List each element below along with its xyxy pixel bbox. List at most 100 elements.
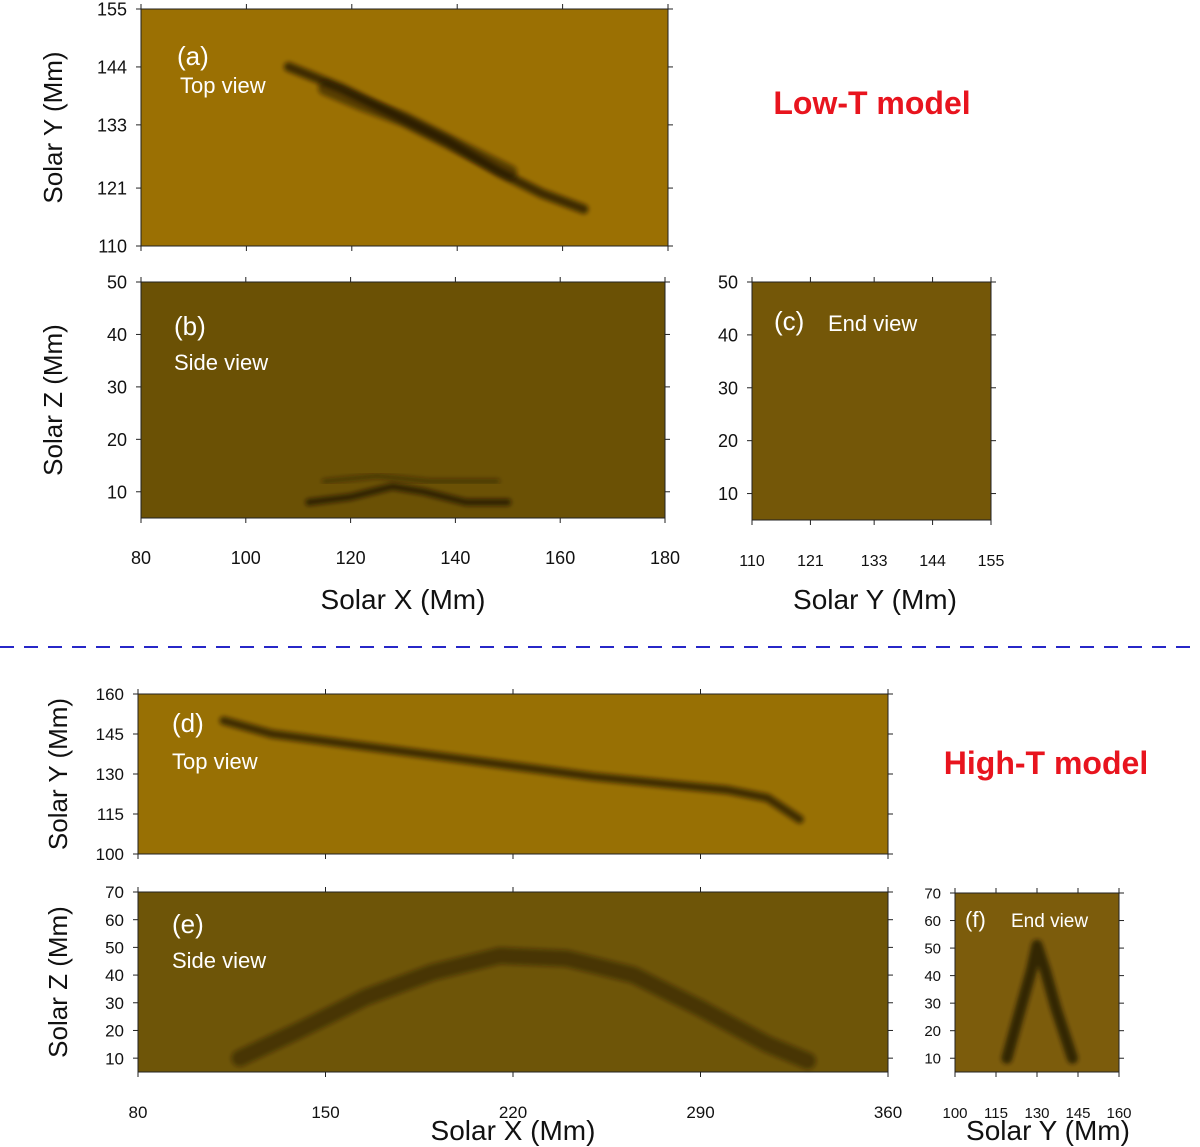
panel-d-y-tick-label: 130 xyxy=(96,765,124,784)
panel-e-x-tick-label: 80 xyxy=(129,1103,148,1122)
panel-f-x-tick-label: 115 xyxy=(984,1105,1008,1122)
panel-b-y-tick-label: 10 xyxy=(107,482,127,502)
panel-b-feature-1 xyxy=(321,473,500,484)
panel-c-frame xyxy=(751,281,992,521)
panel-d-y-tick-label: 145 xyxy=(96,725,124,744)
panel-e-y-axis: 10 20 30 40 50 60 70 xyxy=(105,883,893,1068)
panel-b: 80 100 120 140 160 180 10 20 30 40 50 (b) Side vi… xyxy=(38,272,680,615)
panel-c-plot-area xyxy=(752,282,991,520)
panel-c-x-tick-label: 144 xyxy=(919,553,946,570)
panel-e-y-tick-label: 10 xyxy=(105,1049,124,1068)
panel-f-x-tick-label: 160 xyxy=(1106,1105,1131,1122)
panel-e-x-tick-label: 220 xyxy=(499,1103,527,1122)
panel-a-feature-1 xyxy=(318,80,518,180)
panel-f-y-tick-label: 70 xyxy=(924,885,941,902)
panel-a-x-axis xyxy=(140,4,669,251)
panel-f-x-tick-label: 100 xyxy=(942,1105,967,1122)
panel-b-x-tick-label: 100 xyxy=(231,548,261,568)
panel-c-y-axis: 10 20 30 40 50 xyxy=(718,272,996,504)
model-label-low-t: Low-T model xyxy=(773,85,970,121)
panel-c-view-label: End view xyxy=(828,311,917,336)
panel-c-y-tick-label: 10 xyxy=(718,484,738,504)
panel-a-y-axis-title: Solar Y (Mm) xyxy=(38,51,68,203)
panel-f-x-axis: 100 115 130 145 160 xyxy=(942,888,1132,1122)
panel-f-x-axis-title: Solar Y (Mm) xyxy=(966,1115,1130,1146)
panel-f-y-tick-label: 30 xyxy=(924,996,941,1013)
panel-e-y-tick-label: 30 xyxy=(105,994,124,1013)
panel-e-feature-0 xyxy=(231,947,816,1070)
panel-f-y-tick-label: 60 xyxy=(924,913,941,930)
panel-a-y-tick-label: 155 xyxy=(97,0,127,19)
panel-f-y-tick-label: 50 xyxy=(924,940,941,957)
panel-b-y-tick-label: 40 xyxy=(107,325,127,345)
panel-b-view-label: Side view xyxy=(174,350,268,375)
panel-e-x-axis-title: Solar X (Mm) xyxy=(431,1115,596,1146)
panel-e-x-tick-label: 150 xyxy=(311,1103,339,1122)
panel-c-y-tick-label: 20 xyxy=(718,431,738,451)
panel-d-y-tick-label: 160 xyxy=(96,685,124,704)
panel-d-y-tick-label: 115 xyxy=(97,805,124,824)
panel-f-feature-0 xyxy=(1001,939,1078,1064)
panel-b-x-tick-label: 180 xyxy=(650,548,680,568)
panel-b-x-tick-label: 120 xyxy=(336,548,366,568)
panel-d-plot-area xyxy=(138,694,888,854)
panel-e-y-tick-label: 50 xyxy=(105,939,124,958)
panel-c-y-tick-label: 30 xyxy=(718,378,738,398)
panel-e-x-axis: 80 150 220 290 360 xyxy=(129,887,902,1122)
panel-b-y-tick-label: 50 xyxy=(107,272,127,292)
panel-f-y-axis: 10 20 30 40 50 60 70 xyxy=(924,885,1124,1068)
panel-b-label: (b) xyxy=(174,311,206,341)
panel-c-x-axis: 110 121 133 144 155 xyxy=(739,277,1004,570)
model-label-high-t: High-T model xyxy=(944,745,1148,781)
panel-a-y-tick-label: 110 xyxy=(98,236,127,256)
panel-d-y-axis-title: Solar Y (Mm) xyxy=(43,698,73,850)
panel-e-x-tick-label: 290 xyxy=(686,1103,714,1122)
panel-c-label: (c) xyxy=(774,306,804,336)
panel-e-view-label: Side view xyxy=(172,948,266,973)
panel-d: 100 115 130 145 160 (d) Top view Solar Y (Mm… xyxy=(43,685,893,864)
panel-b-y-axis: 10 20 30 40 50 xyxy=(107,272,670,502)
panel-e-y-tick-label: 60 xyxy=(105,911,124,930)
panel-a: 110 121 133 144 155 (a) Top view Solar Y (Mm… xyxy=(38,0,673,256)
panel-b-x-tick-label: 140 xyxy=(440,548,470,568)
panel-b-y-tick-label: 30 xyxy=(107,377,127,397)
panel-b-frame xyxy=(140,281,666,519)
panel-e-x-tick-label: 360 xyxy=(874,1103,902,1122)
panel-e-y-tick-label: 40 xyxy=(105,966,124,985)
panel-a-frame xyxy=(140,8,669,247)
panel-f: 100 115 130 145 160 10 20 30 40 50 60 70 (f) End v… xyxy=(924,885,1131,1146)
panel-e-features xyxy=(231,947,816,1070)
panel-c-x-axis-title: Solar Y (Mm) xyxy=(793,584,957,615)
panel-b-features xyxy=(305,463,512,506)
panel-b-y-axis-title: Solar Z (Mm) xyxy=(38,324,68,476)
panel-f-x-tick-label: 145 xyxy=(1065,1105,1090,1122)
panel-b-feature-0 xyxy=(305,483,512,506)
panel-d-label: (d) xyxy=(172,708,204,738)
panel-f-plot-area xyxy=(955,893,1119,1072)
panel-b-y-tick-label: 20 xyxy=(107,430,127,450)
panel-a-y-tick-label: 144 xyxy=(97,57,127,77)
panel-b-x-tick-label: 80 xyxy=(131,548,151,568)
panel-e-label: (e) xyxy=(172,909,204,939)
panel-d-y-axis: 100 115 130 145 160 xyxy=(96,685,893,864)
panel-e-y-tick-label: 70 xyxy=(105,883,124,902)
panel-a-y-tick-label: 121 xyxy=(97,179,127,199)
panel-d-feature-0 xyxy=(219,716,804,824)
panel-f-label: (f) xyxy=(965,907,986,932)
panel-c-features xyxy=(834,462,914,512)
panel-c-y-tick-label: 40 xyxy=(718,325,738,345)
panel-b-x-tick-label: 160 xyxy=(545,548,575,568)
panel-f-y-tick-label: 20 xyxy=(924,1023,941,1040)
panel-a-view-label: Top view xyxy=(180,73,266,98)
panel-b-plot-area xyxy=(141,282,665,518)
panel-c-x-tick-label: 155 xyxy=(978,553,1005,570)
panel-e: 80 150 220 290 360 10 20 30 40 50 60 70 (e) Side v… xyxy=(43,883,902,1146)
panel-e-y-axis-title: Solar Z (Mm) xyxy=(43,906,73,1058)
panel-a-features xyxy=(283,62,589,214)
panel-c-x-tick-label: 133 xyxy=(861,553,888,570)
panel-b-x-axis-title: Solar X (Mm) xyxy=(321,584,486,615)
panel-e-y-tick-label: 20 xyxy=(105,1022,124,1041)
panel-d-features xyxy=(219,716,804,824)
panel-a-label: (a) xyxy=(177,41,209,71)
panel-f-y-tick-label: 40 xyxy=(924,968,941,985)
